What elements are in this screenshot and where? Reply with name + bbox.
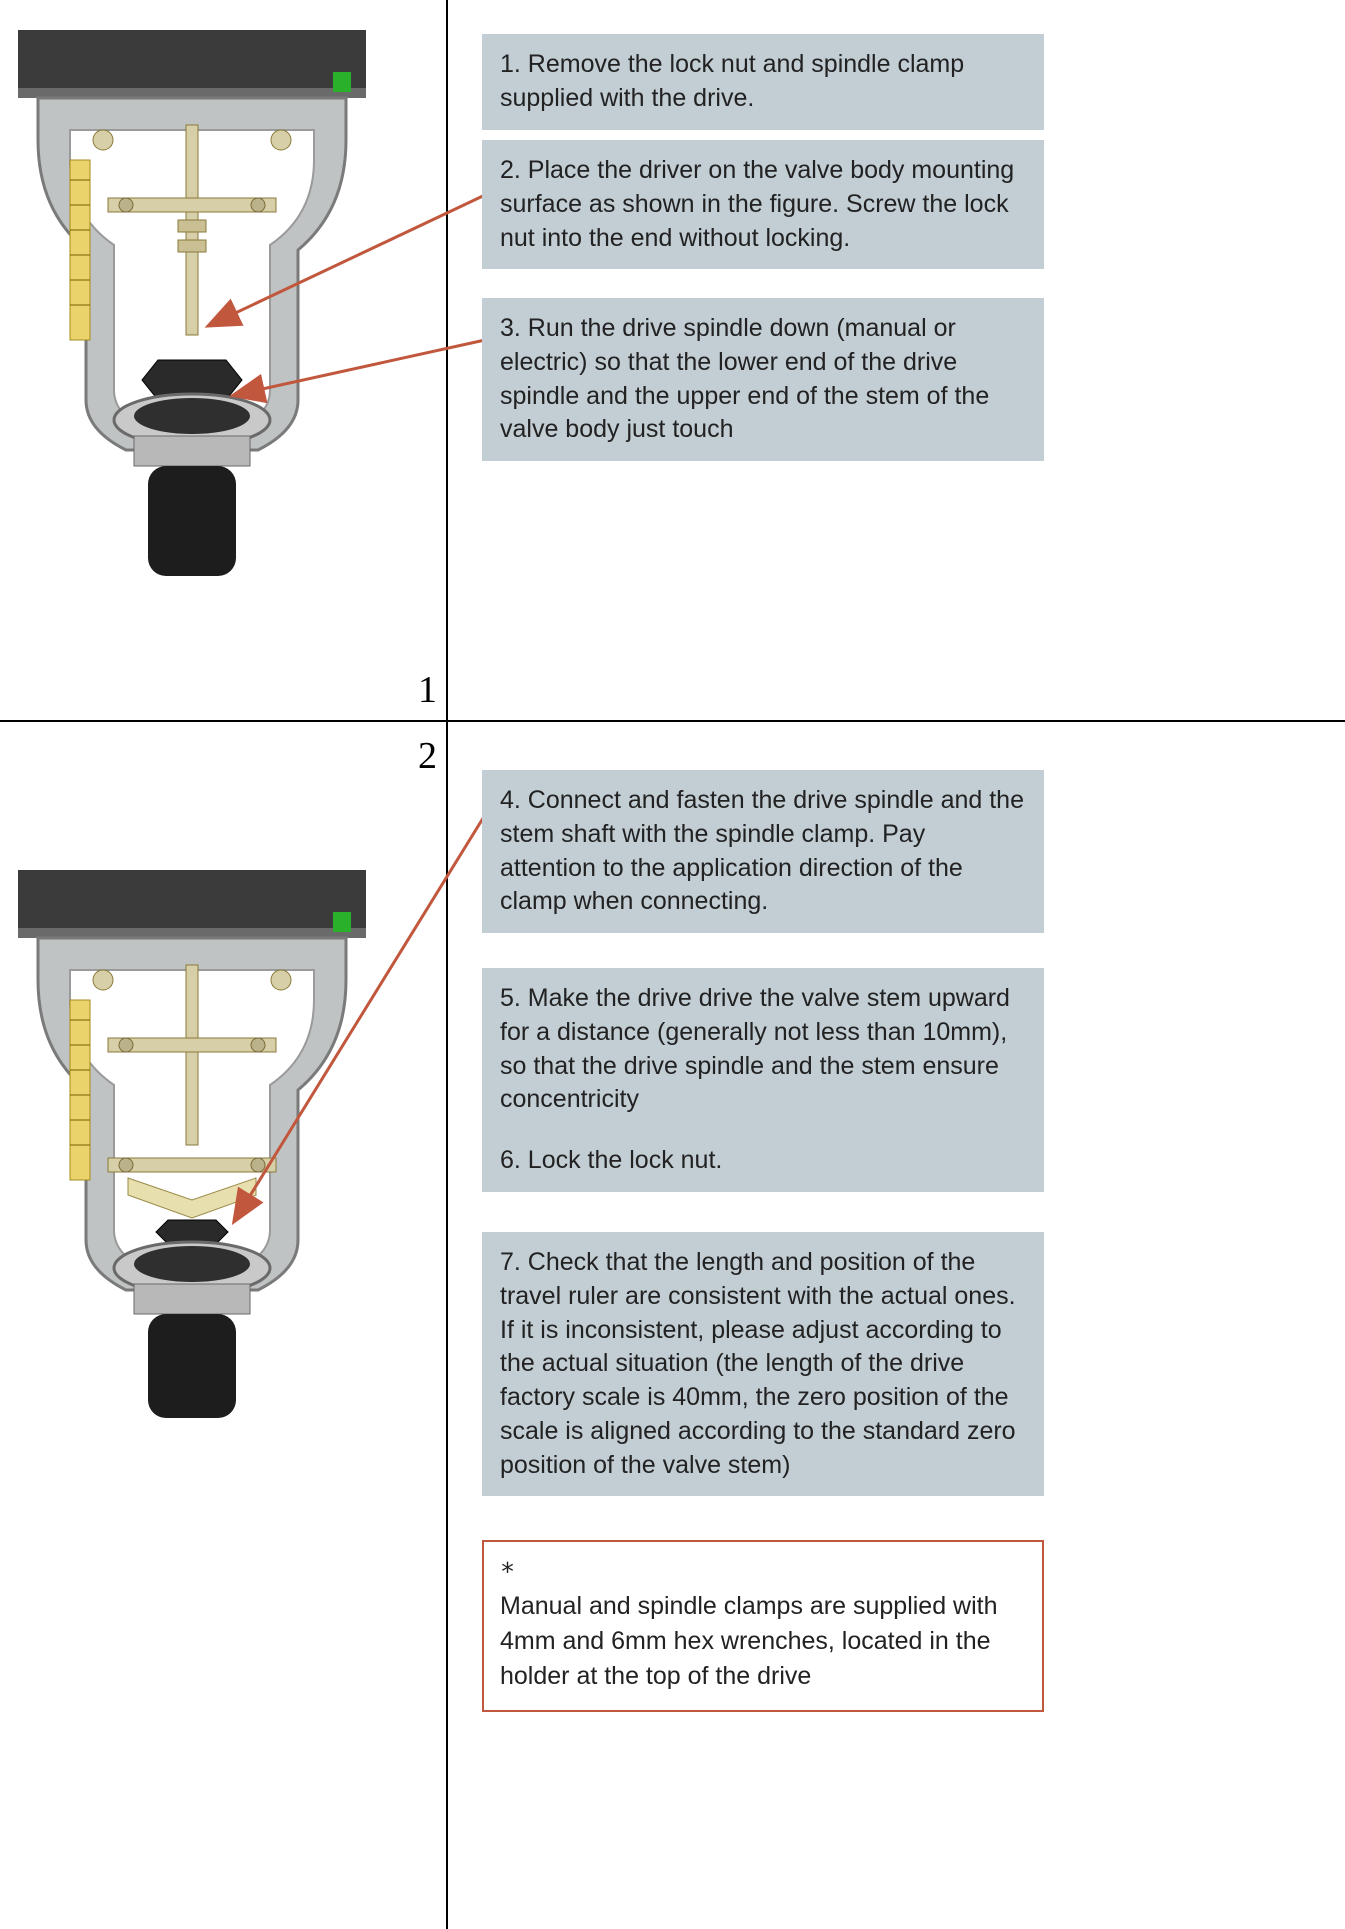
horizontal-divider [0,720,1345,722]
step-5: 5. Make the drive drive the valve stem u… [482,968,1044,1131]
valve-figure-2 [8,870,376,1418]
step-1: 1. Remove the lock nut and spindle clamp… [482,34,1044,130]
note-asterisk: * [500,1554,1026,1589]
note-box: * Manual and spindle clamps are supplied… [482,1540,1044,1712]
note-text: Manual and spindle clamps are supplied w… [500,1589,1026,1694]
step-2: 2. Place the driver on the valve body mo… [482,140,1044,269]
step-6: 6. Lock the lock nut. [482,1130,1044,1192]
step-4: 4. Connect and fasten the drive spindle … [482,770,1044,933]
step-3: 3. Run the drive spindle down (manual or… [482,298,1044,461]
vertical-divider [446,0,448,1929]
label-two: 2 [418,734,437,778]
step-7: 7. Check that the length and position of… [482,1232,1044,1496]
label-one: 1 [418,668,437,712]
valve-figure-1 [8,30,376,578]
